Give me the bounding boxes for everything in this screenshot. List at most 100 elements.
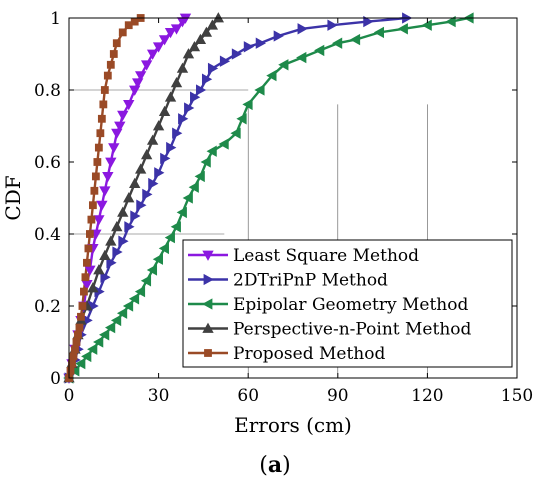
data-point-series-2	[152, 253, 164, 265]
data-point-series-0	[123, 100, 135, 111]
data-point-series-3	[182, 48, 195, 59]
data-point-series-3	[87, 282, 99, 293]
data-point-series-2	[188, 181, 199, 193]
data-point-series-4	[81, 273, 90, 282]
data-point-series-1	[243, 41, 255, 53]
data-point-series-2	[99, 329, 110, 341]
data-point-series-2	[104, 321, 116, 334]
data-point-series-3	[117, 206, 129, 217]
data-point-series-1	[106, 257, 117, 269]
data-point-series-4	[72, 338, 81, 346]
data-point-series-4	[96, 129, 105, 138]
data-point-series-0	[132, 78, 144, 89]
data-point-series-2	[158, 242, 169, 255]
data-point-series-1	[297, 23, 308, 35]
data-point-series-2	[331, 37, 343, 49]
data-point-series-3	[99, 249, 111, 261]
data-point-series-4	[100, 86, 109, 94]
data-point-series-0	[99, 186, 111, 197]
data-point-series-2	[75, 357, 86, 370]
data-point-series-3	[146, 134, 159, 145]
data-point-series-1	[178, 113, 189, 125]
data-point-series-1	[112, 246, 123, 258]
figure-caption: (a)	[259, 452, 290, 478]
data-point-series-4	[90, 186, 99, 195]
data-point-series-4	[71, 345, 79, 354]
data-point-series-4	[99, 100, 108, 109]
data-point-series-0	[146, 49, 159, 60]
data-point-series-2	[349, 33, 361, 46]
data-point-series-0	[152, 42, 165, 53]
data-point-series-2	[200, 156, 211, 168]
data-point-series-4	[77, 312, 85, 321]
x-tick-label: 90	[327, 386, 349, 406]
data-point-series-4	[80, 287, 88, 296]
data-point-series-4	[91, 172, 100, 181]
data-point-series-4	[75, 323, 84, 332]
data-point-series-3	[170, 76, 183, 88]
y-tick-label: 0.4	[34, 225, 61, 245]
data-point-series-3	[111, 220, 123, 232]
data-point-series-4	[118, 28, 127, 37]
data-point-series-2	[182, 192, 193, 204]
legend-swatch-marker	[202, 250, 214, 261]
data-point-series-3	[123, 192, 135, 203]
data-point-series-4	[69, 352, 78, 361]
data-point-series-0	[114, 121, 126, 132]
legend-swatch-marker	[204, 349, 212, 357]
data-point-series-0	[108, 143, 120, 154]
data-point-series-2	[445, 15, 456, 28]
legend: Least Square Method 2DTriPnP Method Epipol…	[182, 239, 513, 368]
data-point-series-2	[134, 285, 146, 298]
data-point-series-2	[397, 23, 408, 35]
data-point-series-3	[152, 120, 165, 131]
data-point-series-2	[314, 44, 325, 57]
data-point-series-1	[172, 127, 183, 139]
data-point-series-2	[146, 264, 158, 276]
data-point-series-3	[176, 62, 189, 73]
data-point-series-4	[66, 366, 75, 375]
data-point-series-1	[154, 167, 165, 179]
data-point-series-4	[68, 359, 76, 368]
caption-letter: a	[268, 452, 282, 478]
data-point-series-3	[194, 33, 207, 44]
data-point-series-1	[219, 55, 231, 67]
data-point-series-4	[94, 143, 103, 152]
data-point-series-1	[196, 84, 207, 96]
data-point-series-0	[135, 71, 147, 82]
x-axis-label: Errors (cm)	[234, 413, 352, 437]
data-point-series-0	[117, 110, 129, 122]
y-tick-label: 0.2	[34, 297, 61, 317]
legend-box	[182, 239, 513, 368]
data-point-series-2	[170, 221, 181, 233]
x-tick-label: 30	[148, 386, 170, 406]
data-point-series-4	[88, 201, 97, 210]
legend-swatch-marker	[203, 273, 214, 286]
data-point-series-2	[164, 231, 175, 244]
data-point-series-0	[164, 27, 177, 39]
data-point-series-2	[110, 314, 122, 327]
legend-swatch-marker	[202, 322, 214, 333]
data-point-series-4	[86, 230, 94, 238]
x-tick-label: 0	[64, 386, 75, 406]
x-tick-label: 60	[237, 386, 259, 406]
data-point-series-3	[188, 40, 201, 52]
data-point-series-2	[218, 138, 229, 150]
data-point-series-2	[93, 336, 104, 348]
data-point-series-1	[201, 73, 213, 85]
caption-close-paren: )	[282, 453, 291, 478]
data-point-series-2	[87, 343, 98, 355]
data-point-series-2	[116, 307, 128, 319]
data-point-series-3	[206, 19, 219, 30]
data-point-series-1	[166, 141, 177, 154]
data-point-series-0	[102, 171, 114, 183]
data-point-series-4	[84, 244, 93, 253]
data-point-series-3	[93, 264, 105, 275]
legend-label: Epipolar Geometry Method	[233, 295, 468, 315]
data-point-series-0	[140, 60, 153, 71]
legend-label: Perspective-n-Point Method	[233, 320, 472, 340]
data-point-series-0	[93, 215, 105, 226]
data-point-series-1	[190, 91, 201, 103]
data-point-series-1	[327, 19, 338, 31]
